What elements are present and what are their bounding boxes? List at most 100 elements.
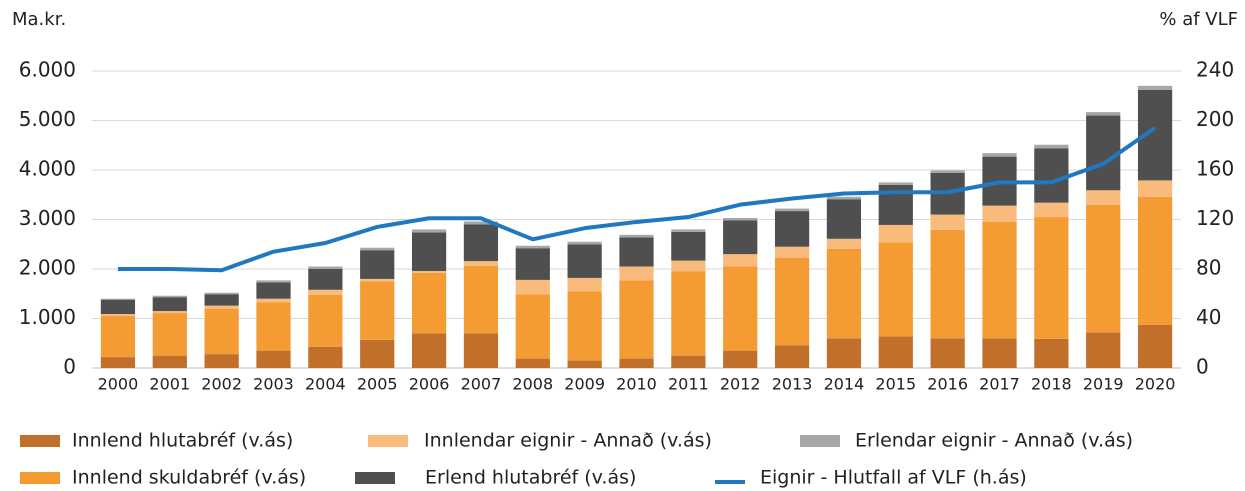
bar-segment [671,260,706,272]
y-tick-label: 3.000 [19,206,76,230]
bar-segment [256,280,291,283]
bar-segment [567,291,602,361]
bar-segment [463,333,499,368]
y2-tick-label: 40 [1196,305,1221,329]
x-tick-label: 2018 [1031,375,1072,394]
legend-label: Erlend hlutabréf (v.ás) [425,467,636,489]
x-tick-label: 2012 [720,375,761,394]
y-tick-label: 5.000 [19,107,76,131]
bar-segment [619,358,654,368]
bar-segment [256,282,291,299]
y2-tick-label: 80 [1196,256,1221,280]
bar-segment [411,272,447,334]
y-tick-label: 0 [63,355,76,379]
bar-segment [515,248,550,280]
x-tick-label: 2016 [927,375,968,394]
y2-tick-label: 0 [1196,355,1209,379]
y-tick-label: 6.000 [19,58,76,82]
bar-segment [204,292,239,295]
y-tick-label: 2.000 [19,256,76,280]
bar-segment [1086,332,1121,368]
bar-segment [1137,324,1173,368]
legend-swatch [800,435,840,447]
bar-segment [619,266,654,281]
legend-swatch [368,435,408,447]
bar-segment [1137,85,1173,90]
bar-segment [826,338,862,368]
x-tick-label: 2009 [564,375,605,394]
x-tick-label: 2008 [512,375,553,394]
x-tick-label: 2004 [305,375,346,394]
bar-segment [567,277,602,292]
bar-segment [774,345,810,368]
bar-segment [878,336,913,368]
bar-segment [411,232,447,271]
bar-segment [930,229,965,339]
bar-segment [930,214,965,230]
bar-segment [982,205,1017,222]
legend-swatch [20,435,60,447]
y2-tick-label: 160 [1196,157,1234,181]
bar-segment [360,339,395,368]
bar-segment [204,354,239,368]
bar-segment [671,231,706,261]
y-tick-label: 4.000 [19,157,76,181]
bar-segment [826,238,862,249]
bar-segment [1034,202,1069,218]
bar-segment [152,313,187,356]
legend-swatch [20,472,60,484]
bar-segment [567,241,602,245]
bar-segment [1086,204,1121,333]
bar-segment [100,298,136,300]
bar-segment [308,294,343,347]
y2-tick-label: 120 [1196,206,1234,230]
bar-segment [1137,196,1173,325]
bar-segment [671,229,706,232]
bar-segment [360,278,395,282]
bar-segment [360,250,395,279]
x-tick-label: 2020 [1135,375,1176,394]
x-tick-label: 2005 [357,375,398,394]
bar-segment [463,266,499,334]
legend-label: Eignir - Hlutfall af VLF (h.ás) [760,467,1027,489]
bar-segment [723,350,758,368]
x-tick-label: 2000 [98,375,139,394]
bar-segment [463,221,499,225]
x-tick-label: 2007 [461,375,502,394]
bar-segment [308,266,343,269]
bar-segment [308,289,343,295]
bar-segment [878,224,913,243]
bar-segment [1137,180,1173,197]
bar-segment [619,237,654,267]
legend-label: Innlendar eignir - Annað (v.ás) [424,430,712,452]
bar-segment [256,350,291,368]
bar-segment [100,314,136,317]
legend-swatch [355,472,395,484]
bar-segment [567,360,602,368]
bar-segment [1034,338,1069,368]
bar-segment [723,266,758,351]
bar-segment [100,299,136,315]
bar-segment [774,257,810,346]
bar-segment [152,297,187,312]
x-tick-label: 2002 [201,375,242,394]
bar-segment [774,208,810,212]
bar-segment [100,357,136,368]
x-tick-label: 2019 [1083,375,1124,394]
x-tick-label: 2001 [149,375,190,394]
bar-segment [982,338,1017,368]
bar-segment [982,221,1017,339]
bar-segment [774,211,810,247]
bar-segment [411,229,447,233]
x-tick-label: 2003 [253,375,294,394]
bar-segment [1086,112,1121,116]
x-tick-label: 2011 [668,375,709,394]
bar-segment [1034,217,1069,339]
bar-segment [671,355,706,368]
bar-segment [723,220,758,255]
x-tick-label: 2006 [409,375,450,394]
bar-segment [152,295,187,298]
legend-label: Innlend skuldabréf (v.ás) [72,467,306,489]
bar-segment [878,182,913,185]
